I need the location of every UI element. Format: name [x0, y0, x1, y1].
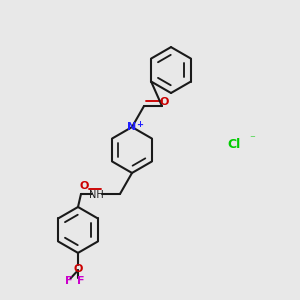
Text: +: + — [136, 119, 143, 128]
Text: F: F — [77, 276, 84, 286]
Text: NH: NH — [89, 190, 104, 200]
Text: F: F — [65, 276, 73, 286]
Text: O: O — [73, 263, 83, 274]
Text: N: N — [128, 122, 136, 132]
Text: Cl: Cl — [227, 137, 241, 151]
Text: ⁻: ⁻ — [249, 134, 255, 145]
Text: O: O — [160, 98, 169, 107]
Text: O: O — [79, 182, 89, 191]
